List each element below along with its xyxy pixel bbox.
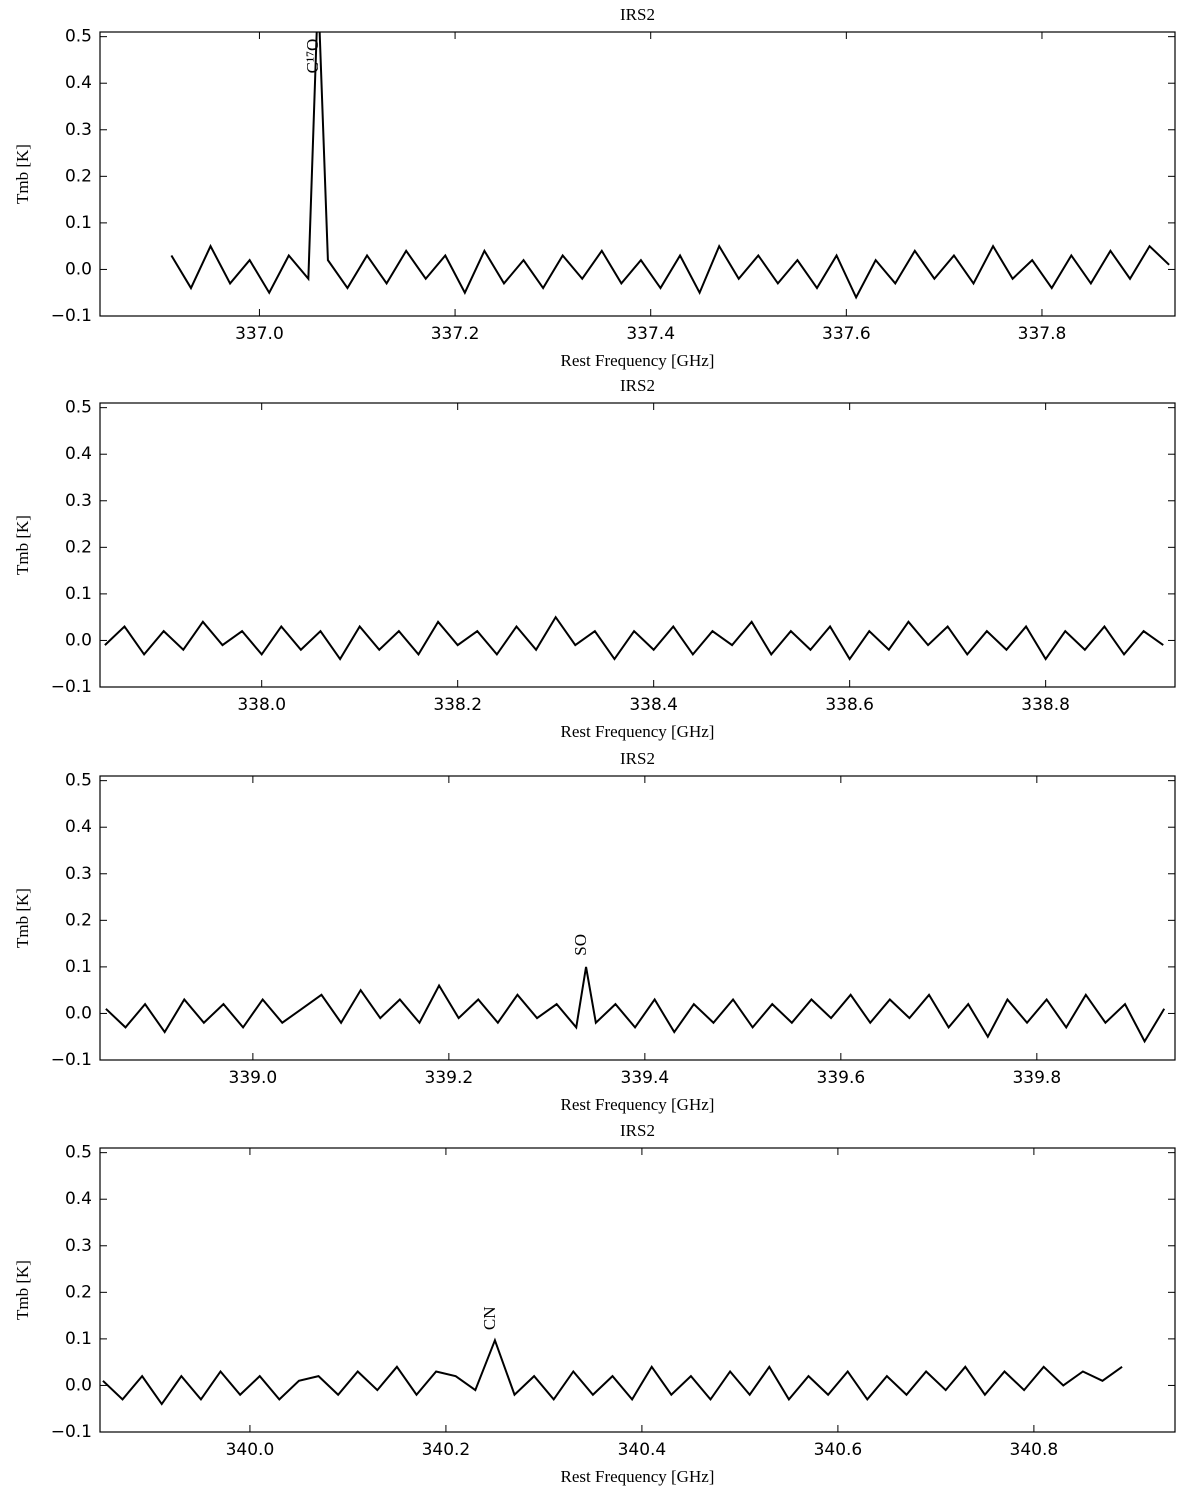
y-tick-label: 0.3	[65, 864, 92, 884]
y-tick-label: 0.1	[65, 584, 92, 604]
x-tick-label: 339.2	[425, 1068, 474, 1088]
y-tick-label: 0.0	[65, 630, 92, 650]
x-axis-label: Rest Frequency [GHz]	[561, 1095, 715, 1114]
y-tick-label: 0.0	[65, 1375, 92, 1395]
line-annotation: SO	[571, 934, 590, 956]
y-tick-label: 0.5	[65, 771, 92, 791]
y-tick-label: 0.5	[65, 1143, 92, 1163]
x-tick-label: 337.8	[1018, 324, 1067, 344]
panel: IRS2 Rest Frequency [GHz] Tmb [K] −0.1 0.0 0.…	[13, 376, 1176, 741]
panel: IRS2 Rest Frequency [GHz] Tmb [K] −0.1 0.0 0.…	[13, 749, 1176, 1114]
y-tick-label: 0.0	[65, 1003, 92, 1023]
x-tick-label: 339.0	[229, 1068, 278, 1088]
x-tick-label: 339.4	[621, 1068, 670, 1088]
y-tick-label: 0.3	[65, 1236, 92, 1256]
y-tick-label: 0.2	[65, 1282, 92, 1302]
x-tick-label: 340.6	[814, 1440, 863, 1460]
y-tick-label: 0.2	[65, 910, 92, 930]
panel-title: IRS2	[620, 5, 655, 24]
y-tick-label: −0.1	[51, 1050, 92, 1070]
y-tick-label: 0.1	[65, 957, 92, 977]
x-tick-label: 340.4	[618, 1440, 667, 1460]
y-tick-label: 0.0	[65, 259, 92, 279]
y-tick-label: 0.2	[65, 166, 92, 186]
x-tick-label: 337.0	[235, 324, 284, 344]
panel: IRS2 Rest Frequency [GHz] Tmb [K] −0.1 0.0 0.…	[13, 5, 1176, 370]
line-annotation: CN	[480, 1306, 499, 1330]
y-tick-label: 0.5	[65, 27, 92, 47]
y-axis-label: Tmb [K]	[13, 515, 32, 575]
y-tick-label: 0.4	[65, 817, 92, 837]
x-tick-label: 338.2	[433, 695, 482, 715]
y-tick-label: 0.4	[65, 1189, 92, 1209]
x-tick-label: 338.6	[825, 695, 874, 715]
y-tick-label: −0.1	[51, 677, 92, 697]
x-tick-label: 339.8	[1012, 1068, 1061, 1088]
x-tick-label: 340.2	[422, 1440, 471, 1460]
y-axis-label: Tmb [K]	[13, 1260, 32, 1320]
plot-frame	[99, 402, 1176, 688]
plot-frame	[99, 31, 1176, 317]
spectrum-line	[170, 32, 1170, 300]
y-tick-label: 0.3	[65, 491, 92, 511]
y-tick-label: 0.5	[65, 398, 92, 418]
y-tick-label: 0.4	[65, 444, 92, 464]
y-tick-label: −0.1	[51, 1422, 92, 1442]
x-tick-label: 338.4	[629, 695, 678, 715]
x-tick-label: 339.6	[817, 1068, 866, 1088]
x-tick-label: 340.8	[1010, 1440, 1059, 1460]
y-tick-label: 0.4	[65, 73, 92, 93]
spectrum-line	[105, 966, 1166, 1044]
x-tick-label: 338.0	[237, 695, 286, 715]
spectrum-line	[102, 1337, 1123, 1406]
plot-frame	[99, 1147, 1176, 1433]
spectrum-line	[104, 615, 1164, 661]
panel-title: IRS2	[620, 376, 655, 395]
plot-frame	[99, 775, 1176, 1061]
x-tick-label: 337.6	[822, 324, 871, 344]
y-tick-label: 0.1	[65, 213, 92, 233]
x-tick-label: 340.0	[226, 1440, 275, 1460]
y-tick-label: 0.2	[65, 537, 92, 557]
x-axis-label: Rest Frequency [GHz]	[561, 1467, 715, 1486]
x-tick-label: 337.4	[626, 324, 675, 344]
x-tick-label: 338.8	[1021, 695, 1070, 715]
panel: IRS2 Rest Frequency [GHz] Tmb [K] −0.1 0.0 0.…	[13, 1121, 1176, 1486]
y-axis-label: Tmb [K]	[13, 888, 32, 948]
y-tick-label: −0.1	[51, 306, 92, 326]
x-axis-label: Rest Frequency [GHz]	[561, 351, 715, 370]
x-tick-label: 337.2	[431, 324, 480, 344]
panel-title: IRS2	[620, 749, 655, 768]
x-axis-label: Rest Frequency [GHz]	[561, 722, 715, 741]
y-tick-label: 0.1	[65, 1329, 92, 1349]
panel-title: IRS2	[620, 1121, 655, 1140]
y-axis-label: Tmb [K]	[13, 144, 32, 204]
y-tick-label: 0.3	[65, 120, 92, 140]
line-annotation: C¹⁷O	[303, 39, 322, 74]
